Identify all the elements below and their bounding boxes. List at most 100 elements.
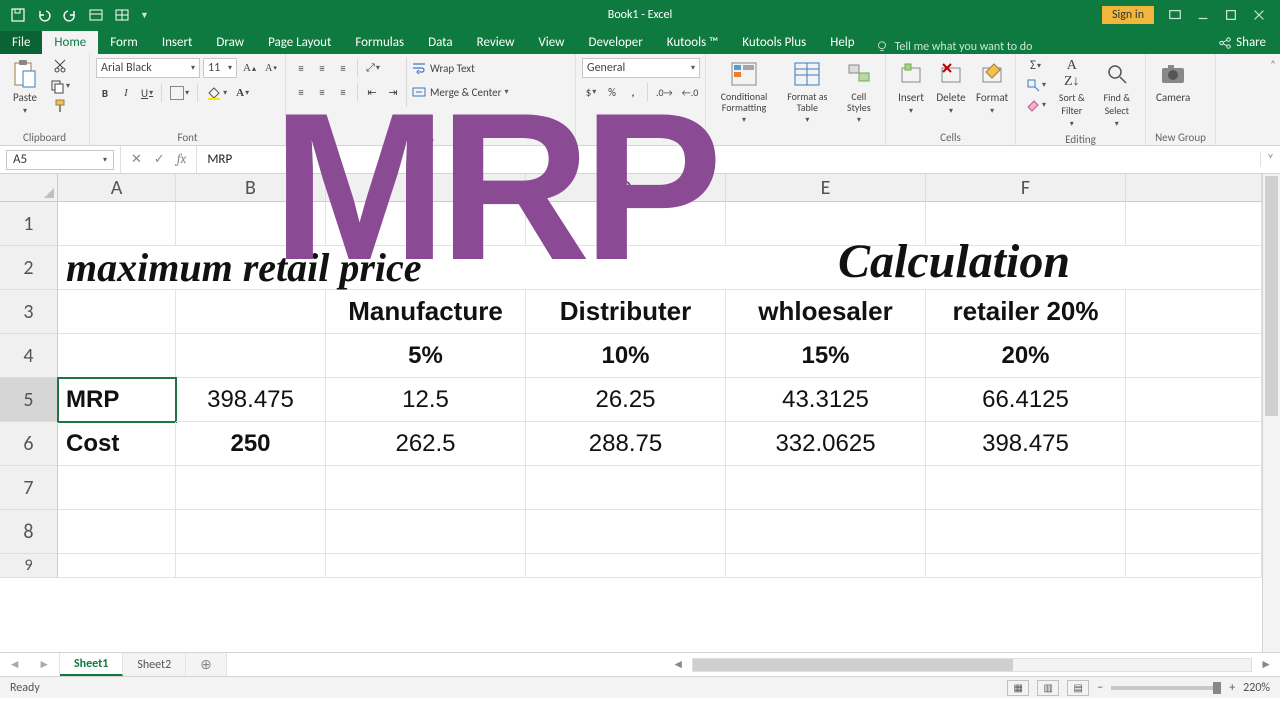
italic-button[interactable]: I [117, 86, 135, 100]
tell-me-search[interactable]: Tell me what you want to do [875, 40, 1033, 54]
cell-f7[interactable] [926, 466, 1126, 510]
tab-formulas[interactable]: Formulas [343, 31, 416, 54]
cell-extra3[interactable] [1126, 290, 1262, 334]
expand-formula-icon[interactable]: ˅ [1260, 152, 1280, 167]
increase-indent-button[interactable]: ⇥ [384, 85, 402, 100]
tab-file[interactable]: File [0, 31, 42, 54]
decrease-font-button[interactable]: A▾ [262, 62, 280, 75]
align-center-button[interactable]: ≡ [313, 85, 331, 100]
cell-a9[interactable] [58, 554, 176, 578]
tab-insert[interactable]: Insert [150, 31, 205, 54]
wrap-text-button[interactable]: Wrap Text [411, 57, 509, 79]
align-bottom-button[interactable]: ≡ [334, 61, 352, 76]
row-header-4[interactable]: 4 [0, 334, 58, 378]
cell-a8[interactable] [58, 510, 176, 554]
zoom-slider[interactable] [1111, 686, 1221, 690]
sort-filter-button[interactable]: AZ↓Sort & Filter▾ [1051, 57, 1093, 131]
cell-a5[interactable]: MRP [58, 378, 176, 422]
cell-d6[interactable]: 288.75 [526, 422, 726, 466]
cell-d3[interactable]: Distributer [526, 290, 726, 334]
qa-dropdown-icon[interactable]: ▼ [140, 10, 149, 21]
tab-kutools-plus[interactable]: Kutools Plus [730, 31, 818, 54]
cell-e1[interactable] [726, 202, 926, 246]
tab-review[interactable]: Review [465, 31, 527, 54]
col-header-e[interactable]: E [726, 174, 926, 201]
font-color-button[interactable]: A▾ [233, 86, 252, 100]
zoom-value[interactable]: 220% [1243, 681, 1270, 695]
camera-button[interactable]: Camera [1152, 57, 1194, 106]
col-header-c[interactable]: C [326, 174, 526, 201]
conditional-formatting-button[interactable]: Conditional Formatting▾ [712, 57, 776, 127]
delete-cells-button[interactable]: Delete▾ [932, 57, 970, 118]
cell-b5[interactable]: 398.475 [176, 378, 326, 422]
vertical-scrollbar[interactable] [1262, 174, 1280, 652]
zoom-out-button[interactable]: − [1097, 681, 1103, 695]
view-normal-button[interactable]: ▦ [1007, 680, 1029, 696]
cell-d8[interactable] [526, 510, 726, 554]
find-select-button[interactable]: Find & Select▾ [1095, 57, 1139, 131]
cell-styles-button[interactable]: Cell Styles▾ [839, 57, 879, 127]
cut-button[interactable] [46, 57, 73, 75]
cell-b7[interactable] [176, 466, 326, 510]
row-header-2[interactable]: 2 [0, 246, 58, 290]
tab-page-layout[interactable]: Page Layout [256, 31, 343, 54]
horizontal-scrollbar[interactable]: ◄► [227, 653, 1280, 676]
col-header-b[interactable]: B [176, 174, 326, 201]
row-header-6[interactable]: 6 [0, 422, 58, 466]
cell-e3[interactable]: whloesaler [726, 290, 926, 334]
comma-button[interactable]: , [624, 85, 642, 100]
undo-icon[interactable] [36, 7, 52, 23]
merge-center-button[interactable]: Merge & Center▾ [411, 81, 509, 103]
redo-icon[interactable] [62, 7, 78, 23]
cell-f9[interactable] [926, 554, 1126, 578]
cell-a1[interactable] [58, 202, 176, 246]
fx-icon[interactable]: fx [177, 152, 187, 167]
clear-button[interactable]: ▾ [1022, 96, 1049, 114]
align-left-button[interactable]: ≡ [292, 85, 310, 100]
orientation-button[interactable]: ⤢▾ [363, 60, 383, 76]
cell-extra1[interactable] [1126, 202, 1262, 246]
view-page-layout-button[interactable]: ▥ [1037, 680, 1059, 696]
decrease-decimal-button[interactable]: ←.0 [679, 85, 702, 100]
cell-e5[interactable]: 43.3125 [726, 378, 926, 422]
sheet-nav[interactable]: ◄► [0, 653, 60, 676]
sheet-tab-2[interactable]: Sheet2 [123, 653, 186, 676]
currency-button[interactable]: $▾ [582, 85, 600, 100]
tab-view[interactable]: View [526, 31, 576, 54]
cell-d9[interactable] [526, 554, 726, 578]
insert-cells-button[interactable]: Insert▾ [892, 57, 930, 118]
cell-c9[interactable] [326, 554, 526, 578]
enter-formula-icon[interactable]: ✓ [154, 152, 165, 167]
col-header-extra[interactable] [1126, 174, 1262, 201]
tab-kutools[interactable]: Kutools ™ [655, 31, 731, 54]
cell-extra2[interactable] [1126, 246, 1262, 290]
cell-c4[interactable]: 5% [326, 334, 526, 378]
tab-draw[interactable]: Draw [204, 31, 256, 54]
format-painter-button[interactable] [46, 97, 73, 115]
tab-home[interactable]: Home [42, 31, 98, 54]
font-size-combo[interactable]: 11▾ [203, 58, 237, 78]
cell-extra6[interactable] [1126, 422, 1262, 466]
tab-developer[interactable]: Developer [576, 31, 654, 54]
cell-c7[interactable] [326, 466, 526, 510]
zoom-in-button[interactable]: + [1229, 681, 1235, 695]
cell-a2[interactable]: maximum retail price [58, 246, 1126, 290]
row-header-5[interactable]: 5 [0, 378, 58, 422]
tab-data[interactable]: Data [416, 31, 465, 54]
cell-e8[interactable] [726, 510, 926, 554]
cell-b1[interactable] [176, 202, 326, 246]
cancel-formula-icon[interactable]: ✕ [131, 152, 142, 167]
col-header-a[interactable]: A [58, 174, 176, 201]
row-header-3[interactable]: 3 [0, 290, 58, 334]
cell-b3[interactable] [176, 290, 326, 334]
tab-help[interactable]: Help [818, 31, 866, 54]
underline-button[interactable]: U▾ [138, 86, 156, 101]
fill-color-button[interactable]: ▾ [203, 84, 230, 102]
cell-e7[interactable] [726, 466, 926, 510]
save-icon[interactable] [10, 7, 26, 23]
cell-f5[interactable]: 66.4125 [926, 378, 1126, 422]
bold-button[interactable]: B [96, 86, 114, 101]
cell-a3[interactable] [58, 290, 176, 334]
cell-extra7[interactable] [1126, 466, 1262, 510]
format-as-table-button[interactable]: Format as Table▾ [778, 57, 837, 127]
